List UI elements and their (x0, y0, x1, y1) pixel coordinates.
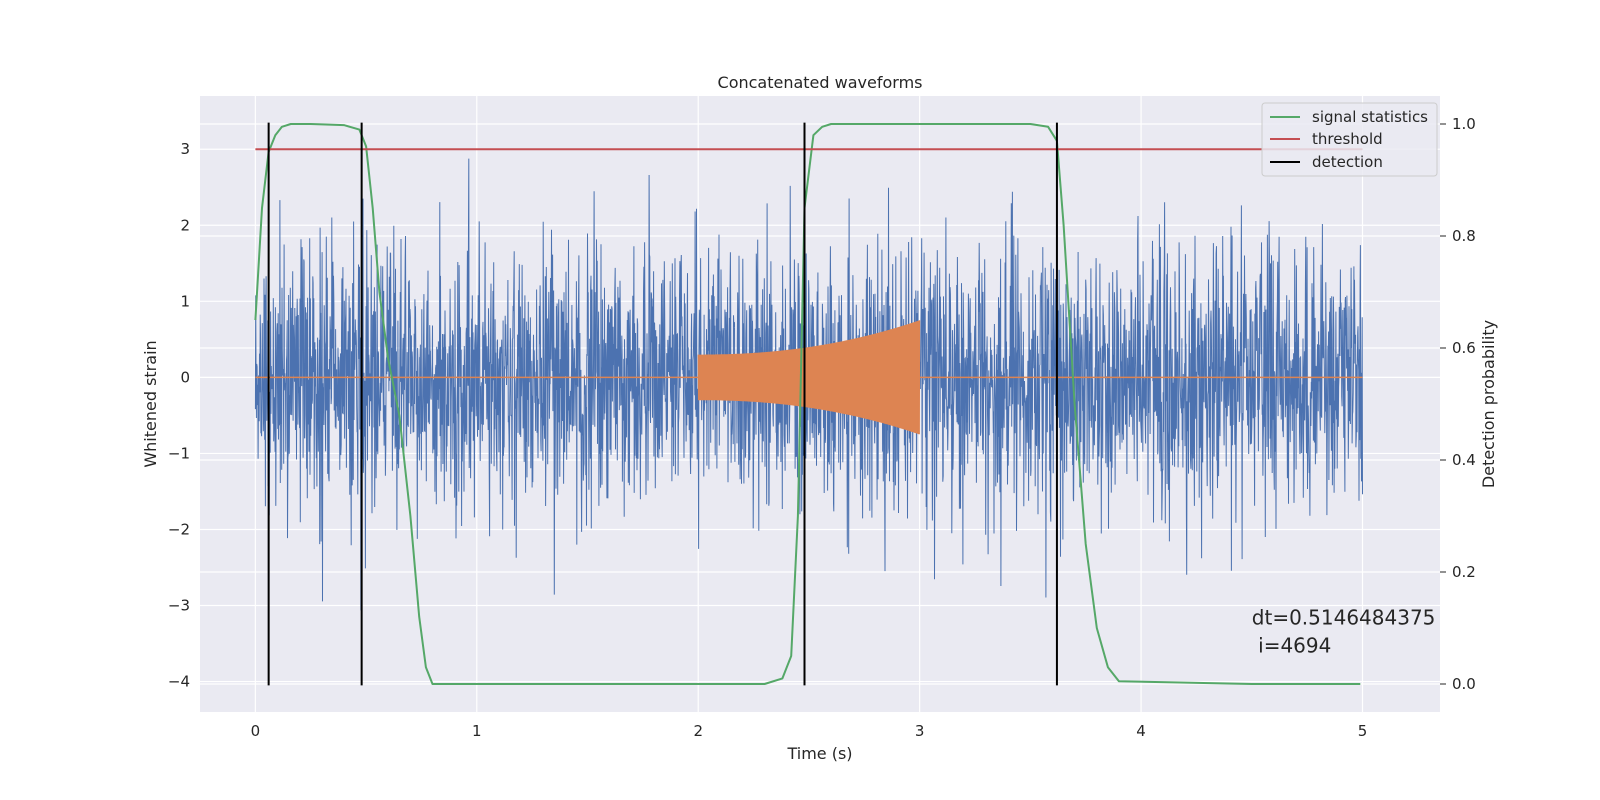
x-axis-label: Time (s) (786, 744, 852, 763)
legend-label-signal-statistics: signal statistics (1312, 108, 1428, 126)
y-tick-label: −2 (168, 520, 190, 538)
y-tick-labels: −4 −3 −2 −1 0 1 2 3 (168, 140, 190, 690)
legend-label-detection: detection (1312, 153, 1383, 171)
y-right-tick-labels: 0.0 0.2 0.4 0.6 0.8 1.0 (1440, 115, 1476, 693)
x-tick-labels: 0 1 2 3 4 5 (251, 722, 1368, 740)
x-tick-label: 2 (693, 722, 703, 740)
annotation-text: dt=0.5146484375 (1252, 606, 1436, 630)
legend-label-threshold: threshold (1312, 130, 1383, 148)
y-right-tick-label: 1.0 (1452, 115, 1476, 133)
y-tick-label: 2 (180, 216, 190, 234)
x-tick-label: 1 (472, 722, 482, 740)
y-right-tick-label: 0.4 (1452, 451, 1476, 469)
x-tick-label: 4 (1136, 722, 1146, 740)
x-tick-label: 0 (251, 722, 261, 740)
strain-noise (254, 158, 1363, 611)
y-tick-label: 0 (180, 368, 190, 386)
y-tick-label: 1 (180, 292, 190, 310)
y-tick-label: −3 (168, 597, 190, 615)
chart-title: Concatenated waveforms (718, 73, 923, 92)
y-right-tick-label: 0.8 (1452, 227, 1476, 245)
waveform (255, 320, 1363, 435)
legend: signal statistics threshold detection (1261, 102, 1438, 177)
signal-statistics-line (254, 123, 1361, 685)
y-axis-label: Whitened strain (141, 340, 160, 467)
x-tick-label: 3 (915, 722, 925, 740)
x-tick-label: 5 (1358, 722, 1368, 740)
annotations: dt=0.5146484375 i=4694 (1252, 606, 1436, 658)
waveform-line (697, 320, 921, 435)
legend-box (1261, 102, 1438, 177)
series (254, 122, 1363, 686)
y-tick-label: 3 (180, 140, 190, 158)
y-right-tick-label: 0.6 (1452, 339, 1476, 357)
annotation-text: i=4694 (1252, 634, 1332, 658)
y-right-tick-label: 0.0 (1452, 675, 1476, 693)
strain-noise-line (254, 158, 1363, 611)
y-right-tick-label: 0.2 (1452, 563, 1476, 581)
y-tick-label: −1 (168, 444, 190, 462)
y-right-axis-label: Detection probability (1479, 320, 1498, 488)
y-tick-label: −4 (168, 673, 190, 691)
